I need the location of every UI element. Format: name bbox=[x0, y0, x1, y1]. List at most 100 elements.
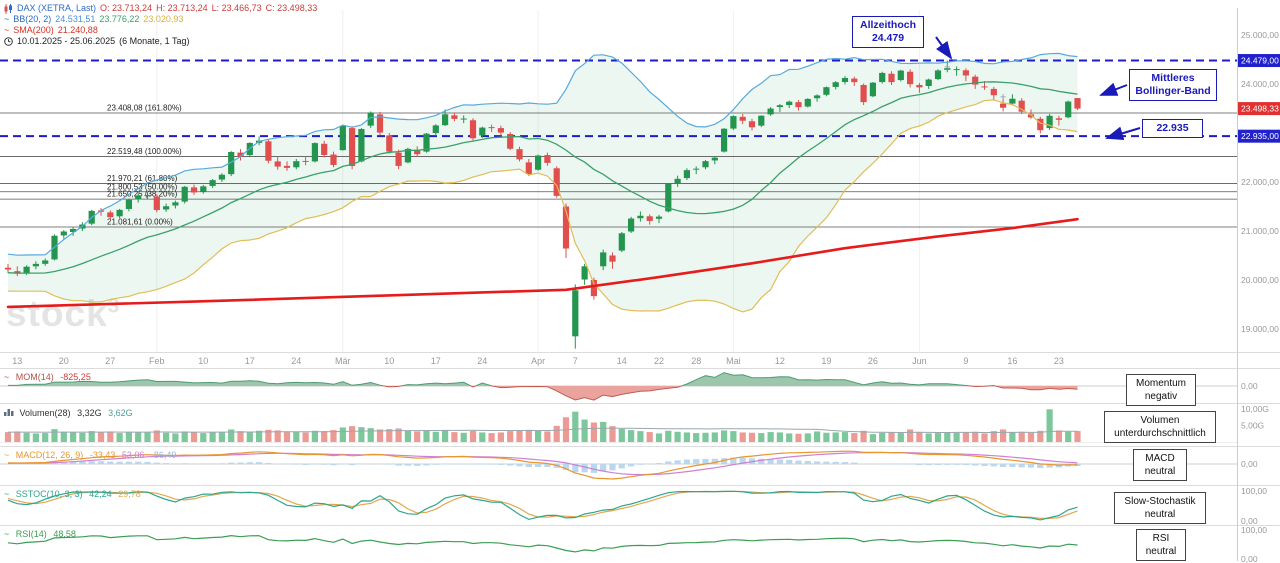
macd-name: MACD(12, 26, 9) bbox=[15, 450, 84, 460]
bb-mid-value: 23.776,22 bbox=[99, 14, 140, 24]
indicator-wave-icon: ~ bbox=[4, 450, 10, 460]
instrument-name: DAX (XETRA, Last) bbox=[17, 3, 97, 13]
stochastic-d-value: 29,78 bbox=[118, 489, 141, 499]
svg-text:9: 9 bbox=[963, 356, 968, 366]
bollinger-legend[interactable]: ~ BB(20, 2) 24.531,51 23.776,22 23.020,9… bbox=[4, 14, 317, 25]
indicator-wave-icon: ~ bbox=[4, 25, 10, 35]
svg-text:14: 14 bbox=[617, 356, 627, 366]
indicator-wave-icon: ~ bbox=[4, 489, 10, 499]
svg-text:22.000,00: 22.000,00 bbox=[1241, 177, 1279, 187]
stochastic-name: SSTOC(10, 3, 3) bbox=[15, 489, 83, 499]
volume-status-label[interactable]: Volumen unterdurchschnittlich bbox=[1104, 411, 1216, 443]
svg-text:24.479,00: 24.479,00 bbox=[1241, 56, 1279, 66]
svg-text:25.000,00: 25.000,00 bbox=[1241, 30, 1279, 40]
candlestick-icon bbox=[4, 3, 12, 14]
indicator-wave-icon: ~ bbox=[4, 529, 10, 539]
annotation-line: Allzeithoch bbox=[859, 19, 916, 31]
status-line: negativ bbox=[1144, 391, 1178, 402]
svg-text:10: 10 bbox=[384, 356, 394, 366]
date-range-span: (6 Monate, 1 Tag) bbox=[119, 36, 190, 46]
svg-text:Jun: Jun bbox=[912, 356, 927, 366]
sma-legend[interactable]: ~ SMA(200) 21.240,88 bbox=[4, 25, 317, 36]
svg-text:21.000,00: 21.000,00 bbox=[1241, 226, 1279, 236]
svg-text:24: 24 bbox=[477, 356, 487, 366]
annotation-line: Bollinger-Band bbox=[1135, 85, 1211, 98]
status-line: neutral bbox=[1144, 466, 1176, 477]
ohlc-high: H: 23.713,24 bbox=[156, 3, 208, 13]
indicator-wave-icon: ~ bbox=[4, 372, 10, 382]
volume-value: 3,32G bbox=[77, 408, 102, 418]
status-line: neutral bbox=[1145, 546, 1177, 557]
svg-text:23.498,33: 23.498,33 bbox=[1241, 104, 1279, 114]
ohlc-open: O: 23.713,24 bbox=[100, 3, 153, 13]
svg-text:0,00: 0,00 bbox=[1241, 554, 1258, 563]
volume-bars-icon bbox=[4, 409, 14, 416]
rsi-legend[interactable]: ~ RSI(14) 48,58 bbox=[4, 529, 80, 539]
status-line: unterdurchschnittlich bbox=[1114, 428, 1206, 439]
indicator-wave-icon: ~ bbox=[4, 14, 10, 24]
watermark: stock3 bbox=[6, 293, 120, 335]
svg-text:21.650,25 (38.20%): 21.650,25 (38.20%) bbox=[107, 190, 178, 199]
svg-text:Feb: Feb bbox=[149, 356, 165, 366]
svg-text:24: 24 bbox=[291, 356, 301, 366]
stochastic-legend[interactable]: ~ SSTOC(10, 3, 3) 42,24 29,78 bbox=[4, 489, 145, 499]
svg-text:+: + bbox=[944, 61, 950, 73]
watermark-word: stock bbox=[6, 293, 108, 334]
instrument-legend[interactable]: DAX (XETRA, Last) O: 23.713,24 H: 23.713… bbox=[4, 3, 317, 14]
svg-text:10: 10 bbox=[198, 356, 208, 366]
annotation-level-22935[interactable]: 22.935 bbox=[1142, 119, 1203, 139]
volume-name: Volumen(28) bbox=[19, 408, 71, 418]
momentum-name: MOM(14) bbox=[15, 372, 54, 382]
stochastic-k-value: 42,24 bbox=[89, 489, 112, 499]
macd-signal-value: 53,06 bbox=[121, 450, 145, 460]
annotation-bollinger[interactable]: Mittleres Bollinger-Band bbox=[1129, 69, 1217, 102]
status-line: MACD bbox=[1145, 453, 1175, 464]
svg-text:5,00G: 5,00G bbox=[1241, 421, 1264, 431]
status-line: neutral bbox=[1144, 509, 1176, 520]
svg-text:12: 12 bbox=[775, 356, 785, 366]
svg-text:21.970,21 (61.80%): 21.970,21 (61.80%) bbox=[107, 174, 178, 183]
svg-text:0,00: 0,00 bbox=[1241, 381, 1258, 391]
momentum-status-label[interactable]: Momentum negativ bbox=[1126, 374, 1196, 406]
sma-value: 21.240,88 bbox=[57, 25, 98, 35]
svg-text:20.000,00: 20.000,00 bbox=[1241, 275, 1279, 285]
stochastic-status-label[interactable]: Slow-Stochastik neutral bbox=[1114, 492, 1206, 524]
svg-text:19.000,00: 19.000,00 bbox=[1241, 324, 1279, 334]
svg-text:Mai: Mai bbox=[726, 356, 741, 366]
momentum-legend[interactable]: ~ MOM(14) -825,25 bbox=[4, 372, 95, 382]
svg-text:17: 17 bbox=[431, 356, 441, 366]
status-line: Slow-Stochastik bbox=[1124, 496, 1196, 507]
svg-text:0,00: 0,00 bbox=[1241, 459, 1258, 469]
bb-upper-value: 24.531,51 bbox=[55, 14, 96, 24]
status-line: Momentum bbox=[1135, 378, 1186, 389]
svg-text:26: 26 bbox=[868, 356, 878, 366]
svg-text:13: 13 bbox=[12, 356, 22, 366]
svg-text:19: 19 bbox=[821, 356, 831, 366]
status-line: RSI bbox=[1152, 533, 1170, 544]
annotation-line: 22.935 bbox=[1156, 122, 1189, 134]
watermark-sup: 3 bbox=[107, 294, 121, 318]
svg-text:28: 28 bbox=[691, 356, 701, 366]
annotation-line: Mittleres bbox=[1151, 72, 1195, 84]
rsi-value: 48,58 bbox=[53, 529, 76, 539]
svg-text:24.000,00: 24.000,00 bbox=[1241, 79, 1279, 89]
momentum-value: -825,25 bbox=[60, 372, 91, 382]
annotation-allzeithoch[interactable]: Allzeithoch 24.479 bbox=[852, 16, 924, 49]
volume-ma-value: 3,62G bbox=[108, 408, 133, 418]
macd-value: -33,43 bbox=[89, 450, 116, 460]
macd-status-label[interactable]: MACD neutral bbox=[1133, 449, 1187, 481]
date-range-text: 10.01.2025 - 25.06.2025 bbox=[17, 36, 116, 46]
clock-icon bbox=[4, 37, 13, 46]
svg-text:10,00G: 10,00G bbox=[1241, 404, 1269, 414]
sma-name: SMA(200) bbox=[13, 25, 54, 35]
macd-legend[interactable]: ~ MACD(12, 26, 9) -33,43 53,06 -86,49 bbox=[4, 450, 180, 460]
annotation-line: 24.479 bbox=[871, 32, 905, 45]
rsi-status-label[interactable]: RSI neutral bbox=[1136, 529, 1186, 561]
svg-text:Apr: Apr bbox=[531, 356, 545, 366]
svg-text:0,00: 0,00 bbox=[1241, 516, 1258, 526]
svg-text:22.519,48 (100.00%): 22.519,48 (100.00%) bbox=[107, 147, 182, 156]
volume-legend[interactable]: Volumen(28) 3,32G 3,62G bbox=[4, 408, 137, 418]
svg-text:22.935,00: 22.935,00 bbox=[1241, 131, 1279, 141]
svg-text:Mär: Mär bbox=[335, 356, 351, 366]
